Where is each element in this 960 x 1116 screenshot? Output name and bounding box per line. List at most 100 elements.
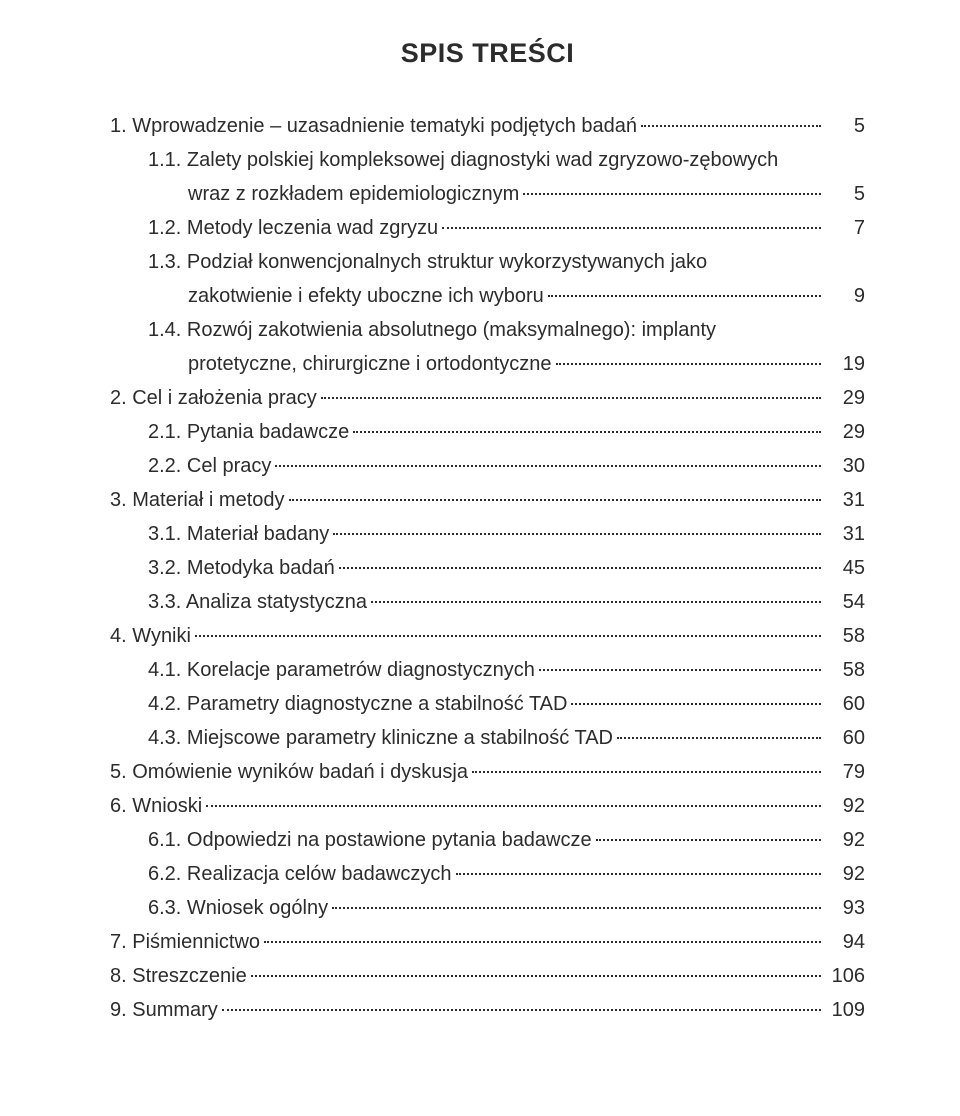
toc-leader-dots <box>222 1009 821 1011</box>
toc-leader-dots <box>617 737 821 739</box>
toc-entry-label: 1.1. Zalety polskiej kompleksowej diagno… <box>148 143 778 177</box>
toc-leader-dots <box>264 941 821 943</box>
toc-entry-page: 31 <box>825 483 865 517</box>
toc-entry-wrap-label: protetyczne, chirurgiczne i ortodontyczn… <box>188 347 552 381</box>
toc-entry-page: 45 <box>825 551 865 585</box>
toc-entry-label: 9. Summary <box>110 993 218 1027</box>
toc-entry: 2.1. Pytania badawcze 29 <box>110 415 865 449</box>
toc-entry-label: 4. Wyniki <box>110 619 191 653</box>
toc-entry-page: 60 <box>825 687 865 721</box>
toc-entry-label: 6.2. Realizacja celów badawczych <box>148 857 452 891</box>
toc-entry: 8. Streszczenie 106 <box>110 959 865 993</box>
toc-entry-label: 6.1. Odpowiedzi na postawione pytania ba… <box>148 823 592 857</box>
toc-entry: 3.3. Analiza statystyczna 54 <box>110 585 865 619</box>
page-title: SPIS TREŚCI <box>110 38 865 69</box>
toc-leader-dots <box>251 975 821 977</box>
toc-entry-label: 6.3. Wniosek ogólny <box>148 891 328 925</box>
table-of-contents: 1. Wprowadzenie – uzasadnienie tematyki … <box>110 109 865 1027</box>
toc-leader-dots <box>571 703 821 705</box>
toc-entry-label: 4.2. Parametry diagnostyczne a stabilnoś… <box>148 687 567 721</box>
toc-entry: 7. Piśmiennictwo 94 <box>110 925 865 959</box>
toc-entry: 1.1. Zalety polskiej kompleksowej diagno… <box>110 143 865 177</box>
toc-entry: 4.3. Miejscowe parametry kliniczne a sta… <box>110 721 865 755</box>
toc-leader-dots <box>275 465 821 467</box>
toc-entry-page: 29 <box>825 381 865 415</box>
toc-entry-page: 31 <box>825 517 865 551</box>
toc-leader-dots <box>289 499 821 501</box>
toc-leader-dots <box>206 805 821 807</box>
toc-entry-page: 54 <box>825 585 865 619</box>
toc-entry-label: 3.1. Materiał badany <box>148 517 329 551</box>
toc-leader-dots <box>539 669 821 671</box>
toc-entry: 2. Cel i założenia pracy 29 <box>110 381 865 415</box>
toc-leader-dots <box>333 533 821 535</box>
toc-entry-continuation: zakotwienie i efekty uboczne ich wyboru 9 <box>110 279 865 313</box>
toc-entry-page: 92 <box>825 857 865 891</box>
toc-leader-dots <box>321 397 821 399</box>
toc-entry-label: 2.1. Pytania badawcze <box>148 415 349 449</box>
toc-entry-label: 3. Materiał i metody <box>110 483 285 517</box>
toc-entry-page: 19 <box>825 347 865 381</box>
toc-entry: 4.1. Korelacje parametrów diagnostycznyc… <box>110 653 865 687</box>
toc-leader-dots <box>456 873 822 875</box>
toc-entry: 9. Summary 109 <box>110 993 865 1027</box>
toc-entry-page: 79 <box>825 755 865 789</box>
toc-entry-label: 1. Wprowadzenie – uzasadnienie tematyki … <box>110 109 637 143</box>
toc-leader-dots <box>596 839 821 841</box>
toc-entry-continuation: protetyczne, chirurgiczne i ortodontyczn… <box>110 347 865 381</box>
toc-entry-page: 106 <box>825 959 865 993</box>
toc-leader-dots <box>353 431 821 433</box>
toc-entry-page: 5 <box>825 177 865 211</box>
toc-entry-label: 8. Streszczenie <box>110 959 247 993</box>
toc-entry-label: 2. Cel i założenia pracy <box>110 381 317 415</box>
toc-entry: 4.2. Parametry diagnostyczne a stabilnoś… <box>110 687 865 721</box>
toc-leader-dots <box>339 567 821 569</box>
toc-entry-wrap-label: zakotwienie i efekty uboczne ich wyboru <box>188 279 544 313</box>
toc-entry: 2.2. Cel pracy 30 <box>110 449 865 483</box>
toc-entry-page: 30 <box>825 449 865 483</box>
toc-entry-page: 92 <box>825 789 865 823</box>
toc-entry-page: 9 <box>825 279 865 313</box>
toc-entry-page: 5 <box>825 109 865 143</box>
toc-entry: 1.2. Metody leczenia wad zgryzu 7 <box>110 211 865 245</box>
toc-entry-label: 1.2. Metody leczenia wad zgryzu <box>148 211 438 245</box>
toc-entry: 3.2. Metodyka badań 45 <box>110 551 865 585</box>
toc-leader-dots <box>641 125 821 127</box>
toc-entry: 5. Omówienie wyników badań i dyskusja 79 <box>110 755 865 789</box>
toc-entry-page: 29 <box>825 415 865 449</box>
toc-entry: 3.1. Materiał badany 31 <box>110 517 865 551</box>
toc-entry-label: 1.3. Podział konwencjonalnych struktur w… <box>148 245 707 279</box>
toc-entry: 6.1. Odpowiedzi na postawione pytania ba… <box>110 823 865 857</box>
toc-entry-label: 5. Omówienie wyników badań i dyskusja <box>110 755 468 789</box>
toc-entry-continuation: wraz z rozkładem epidemiologicznym5 <box>110 177 865 211</box>
toc-entry: 3. Materiał i metody 31 <box>110 483 865 517</box>
toc-entry-label: 4.1. Korelacje parametrów diagnostycznyc… <box>148 653 535 687</box>
toc-entry-label: 6. Wnioski <box>110 789 202 823</box>
toc-entry-page: 7 <box>825 211 865 245</box>
toc-leader-dots <box>472 771 821 773</box>
toc-entry-label: 3.3. Analiza statystyczna <box>148 585 367 619</box>
toc-leader-dots <box>332 907 821 909</box>
toc-entry: 1. Wprowadzenie – uzasadnienie tematyki … <box>110 109 865 143</box>
toc-entry-label: 4.3. Miejscowe parametry kliniczne a sta… <box>148 721 613 755</box>
toc-leader-dots <box>523 193 821 195</box>
toc-entry-label: 7. Piśmiennictwo <box>110 925 260 959</box>
toc-entry: 6.2. Realizacja celów badawczych 92 <box>110 857 865 891</box>
toc-entry-page: 60 <box>825 721 865 755</box>
toc-entry: 4. Wyniki 58 <box>110 619 865 653</box>
toc-leader-dots <box>371 601 821 603</box>
toc-entry-page: 94 <box>825 925 865 959</box>
toc-entry: 1.4. Rozwój zakotwienia absolutnego (mak… <box>110 313 865 347</box>
toc-entry-page: 109 <box>825 993 865 1027</box>
toc-entry-page: 58 <box>825 653 865 687</box>
toc-entry-page: 93 <box>825 891 865 925</box>
toc-entry-page: 92 <box>825 823 865 857</box>
toc-entry-label: 3.2. Metodyka badań <box>148 551 335 585</box>
toc-entry: 6. Wnioski 92 <box>110 789 865 823</box>
toc-entry-label: 2.2. Cel pracy <box>148 449 271 483</box>
toc-entry: 1.3. Podział konwencjonalnych struktur w… <box>110 245 865 279</box>
toc-leader-dots <box>195 635 821 637</box>
toc-entry-page: 58 <box>825 619 865 653</box>
toc-leader-dots <box>442 227 821 229</box>
toc-entry-label: 1.4. Rozwój zakotwienia absolutnego (mak… <box>148 313 716 347</box>
